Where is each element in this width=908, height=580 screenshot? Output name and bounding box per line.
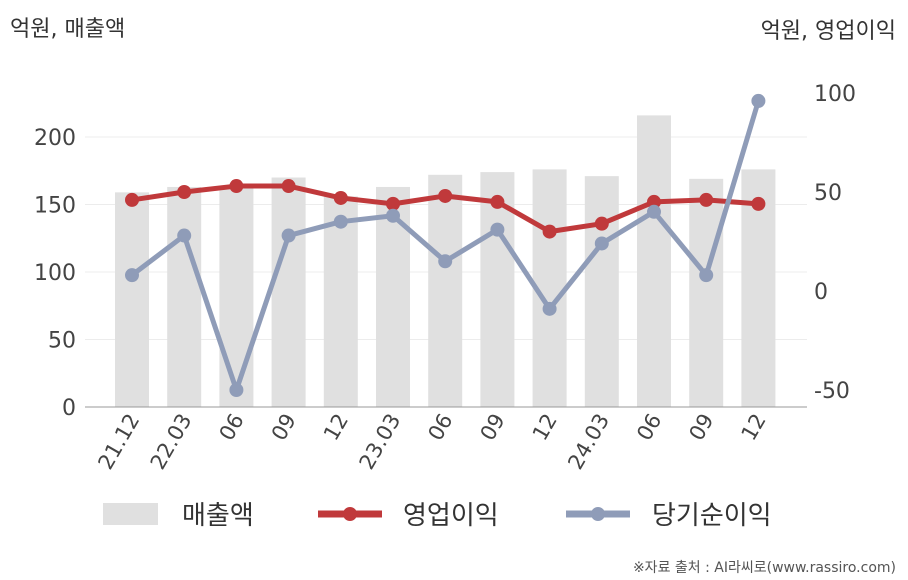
data-point	[699, 192, 714, 207]
bar	[167, 186, 202, 407]
legend-label-operating-profit: 영업이익	[403, 501, 499, 531]
x-tick-label: 22.03	[146, 410, 197, 474]
data-point	[386, 208, 400, 223]
data-point	[490, 222, 505, 237]
bar	[271, 177, 306, 407]
x-axis-ticks: 21.12 22.03 06 09 12 23.03 06 09 12 24.03 06 09 12	[93, 410, 770, 474]
data-point	[125, 268, 139, 283]
x-tick-label: 06	[423, 410, 457, 445]
data-point	[125, 192, 139, 207]
bar	[689, 178, 724, 407]
legend-marker-net-income	[591, 507, 605, 521]
left-axis-title: 억원, 매출액	[10, 17, 125, 42]
legend-label-net-income: 당기순이익	[652, 501, 772, 531]
data-point	[751, 93, 766, 108]
legend-swatch-revenue	[103, 503, 158, 525]
right-axis-title: 억원, 영업이익	[761, 19, 896, 44]
data-point	[542, 224, 557, 239]
x-tick-label: 12	[528, 410, 562, 445]
data-point	[438, 254, 453, 269]
data-point	[751, 196, 766, 211]
legend-marker-operating-profit	[343, 507, 357, 521]
data-point	[647, 194, 661, 209]
bar	[480, 172, 515, 407]
data-point	[333, 190, 348, 205]
right-tick-label: 100	[814, 82, 856, 107]
right-axis-ticks: -50 0 50 100	[814, 82, 856, 404]
bar	[584, 176, 619, 407]
legend: 매출액 영업이익 당기순이익	[103, 501, 772, 531]
data-point	[229, 383, 244, 397]
data-point	[386, 196, 400, 211]
data-point	[281, 179, 296, 194]
data-point	[333, 214, 348, 229]
data-point	[229, 179, 244, 194]
data-point	[438, 188, 453, 203]
bar	[637, 115, 671, 408]
data-point	[281, 228, 296, 243]
left-tick-label: 150	[34, 194, 76, 219]
data-point	[699, 268, 714, 283]
data-point	[177, 228, 192, 243]
left-tick-label: 100	[34, 261, 76, 286]
bar	[428, 174, 463, 407]
x-tick-label: 09	[476, 410, 510, 445]
bar	[323, 196, 358, 407]
x-tick-label: 09	[267, 410, 301, 445]
x-tick-label: 09	[684, 410, 718, 445]
data-point	[647, 204, 661, 219]
left-axis-ticks: 0 50 100 150 200	[34, 126, 76, 421]
left-tick-label: 0	[62, 396, 76, 421]
series-lines	[125, 93, 766, 397]
x-tick-label: 06	[215, 410, 249, 445]
data-point	[594, 236, 609, 251]
x-tick-label: 12	[737, 410, 771, 445]
x-tick-label: 24.03	[563, 410, 614, 474]
bar	[115, 192, 149, 407]
bar	[219, 186, 254, 407]
data-point	[177, 185, 192, 199]
left-tick-label: 200	[34, 126, 76, 151]
right-tick-label: -50	[814, 379, 850, 404]
data-point	[542, 301, 557, 316]
x-tick-label: 23.03	[354, 410, 405, 474]
data-point	[490, 194, 505, 209]
right-tick-label: 0	[814, 280, 828, 305]
x-tick-label: 21.12	[93, 410, 144, 474]
left-tick-label: 50	[48, 329, 76, 354]
x-tick-label: 06	[632, 410, 666, 445]
legend-label-revenue: 매출액	[182, 501, 254, 531]
bars	[115, 115, 776, 408]
source-note: ※자료 출처 : AI라씨로(www.rassiro.com)	[633, 560, 896, 576]
x-tick-label: 12	[319, 410, 353, 445]
data-point	[594, 216, 609, 231]
right-tick-label: 50	[814, 181, 842, 206]
